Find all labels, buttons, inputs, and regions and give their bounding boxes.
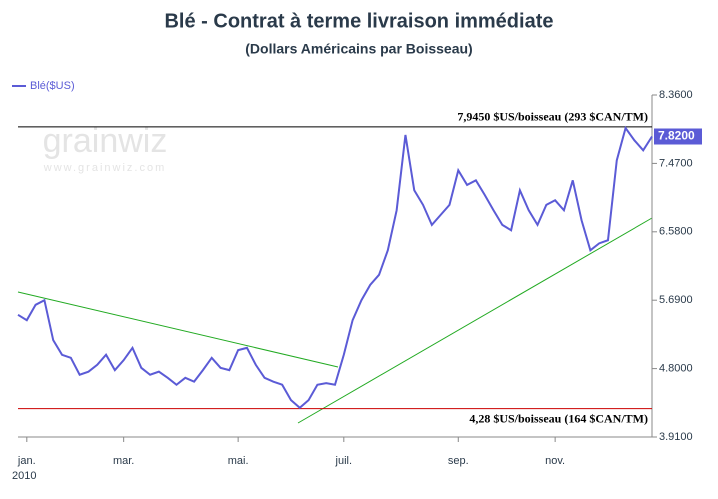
trend-line (297, 217, 653, 424)
x-tick-label: mar. (113, 455, 134, 467)
legend-label: Blé($US) (30, 80, 75, 92)
year-label: 2010 (12, 470, 36, 482)
y-tick-label: 7.4700 (659, 157, 693, 169)
chart-subtitle: (Dollars Américains par Boisseau) (245, 41, 472, 57)
x-tick-label: juil. (335, 455, 353, 467)
series-line (17, 125, 653, 410)
x-tick-label: mai. (228, 455, 249, 467)
x-tick-label: sep. (448, 455, 469, 467)
watermark: grainwiz (43, 122, 168, 160)
current-value-badge (654, 128, 702, 145)
y-tick-label: 3.9100 (659, 431, 693, 443)
reference-label: 7,9450 $US/boisseau (293 $CAN/TM) (457, 110, 648, 124)
x-tick-label: nov. (545, 455, 565, 467)
y-tick-label: 4.8000 (659, 363, 693, 375)
reference-label: 4,28 $US/boisseau (164 $CAN/TM) (469, 411, 648, 425)
chart-title: Blé - Contrat à terme livraison immédiat… (164, 10, 553, 32)
watermark-url: www.grainwiz.com (43, 162, 166, 174)
y-tick-label: 5.6900 (659, 294, 693, 306)
y-tick-label: 6.5800 (659, 226, 693, 238)
current-value-label: 7.8200 (658, 129, 695, 143)
x-tick-label: jan. (17, 455, 36, 467)
y-tick-label: 8.3600 (659, 89, 693, 101)
trend-line (17, 291, 339, 368)
